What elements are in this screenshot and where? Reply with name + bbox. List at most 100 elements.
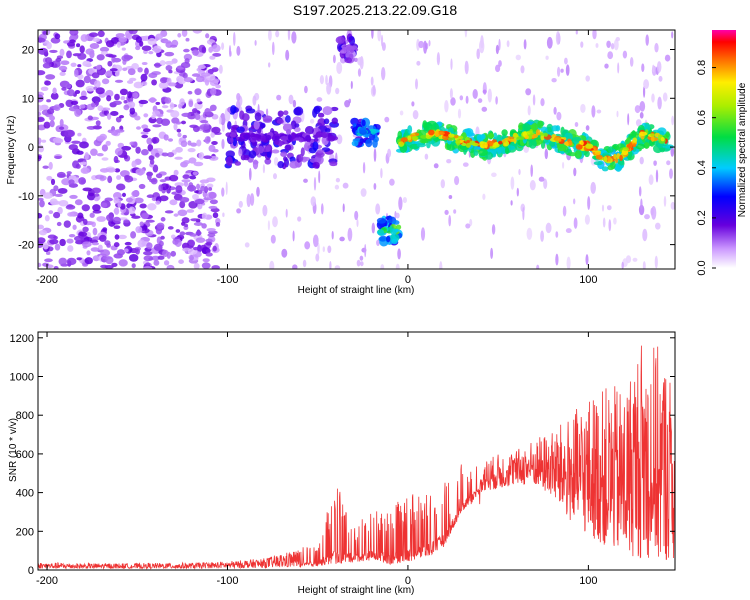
spectrogram-cell <box>113 225 121 230</box>
spectrogram-cell <box>457 135 464 140</box>
spectrogram-cell <box>498 38 501 51</box>
spectrogram-cell <box>484 142 488 149</box>
spectrogram-cell <box>107 60 113 67</box>
spectrogram-cell <box>228 44 232 58</box>
spectrogram-cell <box>136 126 141 130</box>
spectrogram-cell <box>167 138 174 142</box>
spectrogram-cell <box>123 248 129 253</box>
spectrogram-cell <box>203 155 212 160</box>
spectrogram-cell <box>360 188 367 197</box>
spectrogram-cell <box>642 228 648 242</box>
spectrogram-cell <box>42 262 50 267</box>
spectrogram-cell <box>94 100 99 107</box>
spectrogram-cell <box>285 49 290 61</box>
spectrogram-cell <box>183 77 194 83</box>
spectrogram-cell <box>395 224 402 230</box>
spectrogram-cell <box>329 161 338 167</box>
spectrogram-cell <box>81 241 92 248</box>
spectrogram-cell <box>529 180 536 191</box>
spectrogram-cell <box>322 106 333 116</box>
spectrogram-cell <box>489 142 494 146</box>
spectrogram-cell <box>281 248 288 258</box>
spectrogram-cell <box>192 49 199 56</box>
spectrogram-cell <box>384 116 390 123</box>
spectrogram-cell <box>143 266 153 269</box>
spectrogram-cell <box>155 173 163 179</box>
spectrogram-cell <box>205 238 213 243</box>
spectrogram-cell <box>465 95 469 104</box>
spectrogram-cell <box>163 260 170 266</box>
spectrogram-cell <box>189 233 197 237</box>
spectrogram-cell <box>543 178 548 190</box>
spectrogram-cell <box>551 78 557 83</box>
spectrogram-cell <box>303 178 308 183</box>
spectrogram-cell <box>607 146 614 153</box>
spectrogram-cell <box>464 127 474 137</box>
spectrogram-cell <box>607 164 615 171</box>
spectrogram-cell <box>84 152 89 160</box>
spectrogram-cell <box>260 135 266 142</box>
spectrogram-cell <box>153 243 163 252</box>
spectrogram-cell <box>164 210 174 214</box>
spectrogram-cell <box>50 178 56 186</box>
spectrogram-cell <box>183 181 189 187</box>
spectrogram-cell <box>112 216 121 224</box>
spectrogram-cell <box>79 161 88 165</box>
spectrogram-cell <box>205 33 210 39</box>
spectrogram-cell <box>117 201 122 208</box>
spectrogram-cell <box>129 77 137 82</box>
spectrogram-cell <box>262 204 268 217</box>
spectrogram-cell <box>395 228 399 233</box>
spectrogram-cell <box>574 150 582 159</box>
spectrogram-cell <box>544 148 549 160</box>
spectrogram-cell <box>76 43 81 48</box>
spectrogram-cell <box>128 30 138 35</box>
spectrogram-cell <box>613 217 617 225</box>
spectrogram-cell <box>179 200 186 209</box>
spectrogram-cell <box>238 148 243 157</box>
spectrogram-cell <box>608 219 612 232</box>
spectrogram-cell <box>339 50 345 54</box>
spectrogram-cell <box>66 41 76 47</box>
chart-title: S197.2025.213.22.09.G18 <box>292 2 458 18</box>
spectrogram-cell <box>335 36 345 44</box>
spectrogram-cell <box>359 138 365 144</box>
spectrogram-cell <box>381 42 386 51</box>
spectrogram-cell <box>639 100 646 112</box>
spectrogram-cell <box>562 205 567 217</box>
spectrogram-cell <box>453 209 457 214</box>
snr-y-tick-label: 1000 <box>10 372 34 384</box>
spectrogram-cell <box>168 174 179 182</box>
spectrogram-cell <box>236 126 245 134</box>
spectrogram-cell <box>615 37 621 42</box>
spectrogram-cell <box>155 33 163 40</box>
spectrogram-cell <box>206 183 214 189</box>
spectrogram-cell <box>211 126 221 134</box>
spectrogram-cell <box>187 147 196 153</box>
spectrogram-cell <box>157 255 165 260</box>
spectrogram-cell <box>43 121 51 129</box>
spectrogram-cell <box>100 51 108 56</box>
spectrogram-cell <box>415 78 418 90</box>
spectrogram-cell <box>344 99 351 108</box>
spectrogram-cell <box>46 41 52 50</box>
spectrogram-cell <box>610 42 615 50</box>
spectrogram-cell <box>160 235 165 240</box>
spectrogram-cell <box>38 224 45 230</box>
spectrogram-cell <box>59 238 66 247</box>
spectrogram-cell <box>604 63 609 69</box>
spectrogram-cell <box>400 137 409 142</box>
spectrogram-cell <box>74 69 79 78</box>
spectrogram-cell <box>273 156 279 166</box>
spectrogram-cell <box>193 262 200 269</box>
colorbar: 0.0 0.2 0.4 0.6 0.8 Normalized spectral ampl… <box>696 30 748 276</box>
spectrogram-cell <box>156 222 165 229</box>
spectrogram-cell <box>54 193 63 198</box>
spectrogram-cell <box>113 208 119 214</box>
spectrogram-cell <box>629 57 634 67</box>
spectrogram-cell <box>666 160 671 166</box>
spectrogram-cell <box>89 42 100 50</box>
spectrogram-cell <box>225 150 236 158</box>
spectrogram-cell <box>351 140 359 147</box>
